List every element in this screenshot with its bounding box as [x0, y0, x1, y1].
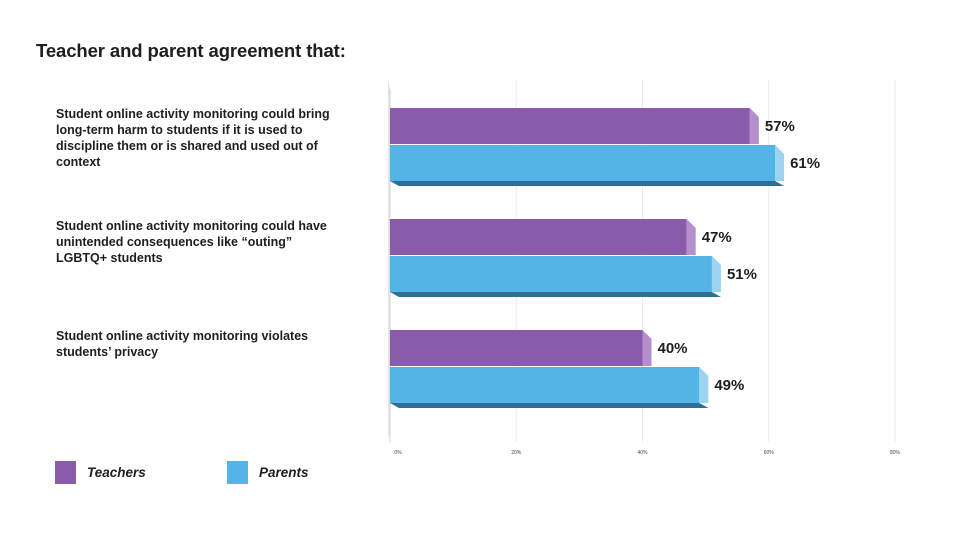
data-label-teachers-2: 47%: [702, 229, 732, 246]
bar-base-parents-2: [390, 292, 721, 297]
bar-side-parents-2: [711, 256, 721, 292]
bar-side-teachers-2: [686, 219, 696, 255]
bar-base-parents-1: [390, 181, 785, 186]
x-tick-label: 40%: [637, 450, 648, 456]
bar-teachers-2: [390, 219, 687, 255]
data-label-parents-2: 51%: [727, 266, 757, 283]
x-tick-label: 80%: [890, 450, 901, 456]
data-label-teachers-3: 40%: [658, 340, 688, 357]
bar-side-parents-1: [775, 145, 785, 181]
bar-teachers-1: [390, 108, 750, 144]
legend-swatch-parents: [227, 461, 248, 484]
bar-side-teachers-3: [642, 330, 652, 366]
bar-side-teachers-1: [749, 108, 759, 144]
legend-swatch-teachers: [55, 461, 76, 484]
category-label-2: Student online activity monitoring could…: [56, 219, 327, 265]
bar-side-parents-3: [699, 367, 709, 403]
data-label-parents-1: 61%: [790, 155, 820, 172]
chart-title: Teacher and parent agreement that:: [36, 40, 346, 61]
bar-parents-2: [390, 256, 712, 292]
bar-teachers-3: [390, 330, 643, 366]
legend-label-parents: Parents: [259, 465, 309, 480]
bar-parents-1: [390, 145, 776, 181]
bar-base-parents-3: [390, 403, 709, 408]
x-tick-label: 20%: [511, 450, 522, 456]
legend-label-teachers: Teachers: [87, 465, 146, 480]
data-label-parents-3: 49%: [714, 377, 744, 394]
x-tick-label: 0%: [394, 450, 402, 456]
data-label-teachers-1: 57%: [765, 118, 795, 135]
bar-parents-3: [390, 367, 700, 403]
x-tick-label: 60%: [764, 450, 775, 456]
category-label-3: Student online activity monitoring viola…: [56, 329, 309, 359]
category-label-1: Student online activity monitoring could…: [56, 107, 330, 169]
legend-item-teachers: Teachers: [55, 461, 146, 484]
legend-item-parents: Parents: [227, 461, 309, 484]
